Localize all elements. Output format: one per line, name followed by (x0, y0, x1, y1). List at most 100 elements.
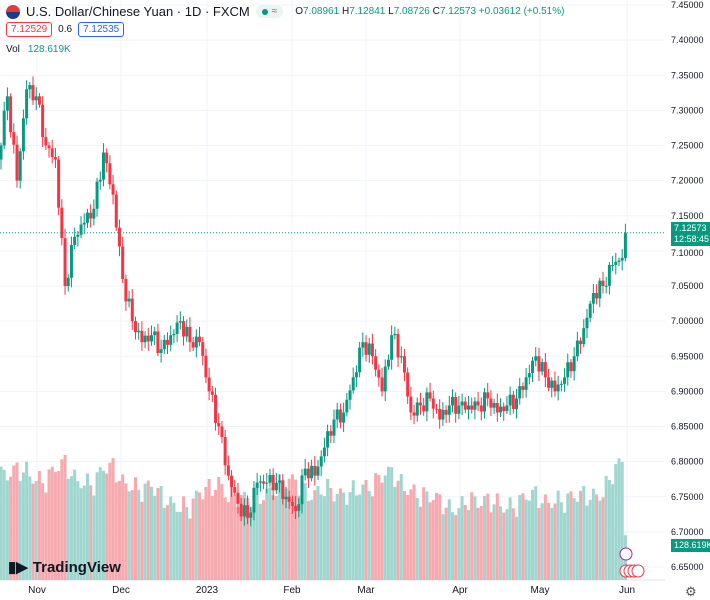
tradingview-logo[interactable]: ▮▶ TradingView (8, 558, 121, 577)
candle-body (505, 405, 509, 412)
volume-bar (226, 502, 230, 580)
volume-bar (137, 489, 141, 580)
volume-bar (220, 484, 224, 580)
us-economic-event-icon (631, 564, 645, 578)
volume-bar (614, 464, 618, 580)
candle-body (614, 261, 618, 265)
candle-body (556, 384, 560, 392)
volume-bar (217, 476, 221, 580)
candle-body (297, 504, 301, 511)
candle-body (572, 356, 576, 372)
candle-body (175, 322, 179, 334)
volume-bar (63, 455, 67, 580)
sell-button[interactable]: 7.12529 (6, 22, 53, 37)
candle-body (82, 222, 86, 225)
candle-body (294, 505, 298, 511)
candle-body (418, 402, 422, 406)
volume-bar (322, 496, 326, 580)
candle-body (201, 342, 205, 356)
volume-bar (101, 470, 105, 580)
gear-icon[interactable]: ⚙ (685, 584, 697, 599)
candle-body (130, 298, 134, 322)
candle-body (489, 398, 493, 408)
candle-body (559, 383, 563, 385)
volume-bar (114, 482, 118, 580)
volume-bar (188, 518, 192, 580)
volume-bar (483, 495, 487, 580)
candle-body (575, 340, 579, 357)
candle-body (402, 356, 406, 373)
volume-bar (383, 475, 387, 580)
candle-body (460, 401, 464, 406)
symbol-title[interactable]: U.S. Dollar/Chinese Yuan · 1D · FXCM (26, 4, 250, 19)
volume-bar (34, 481, 38, 580)
volume-bar (175, 511, 179, 580)
volume-bar (319, 494, 323, 580)
candle-body (470, 405, 474, 410)
candle-body (57, 159, 61, 208)
candle-body (34, 96, 38, 101)
candle-body (182, 321, 186, 337)
candle-body (44, 137, 48, 146)
candle-body (444, 409, 448, 415)
candle-body (226, 465, 230, 476)
candle-body (188, 326, 192, 343)
market-status[interactable]: ≈ (255, 5, 284, 18)
volume-bar (582, 485, 586, 580)
volume-bar (47, 469, 51, 580)
candle-body (370, 343, 374, 357)
candle-body (233, 487, 237, 493)
candle-body (137, 330, 141, 333)
volume-bar (345, 504, 349, 580)
candle-body (153, 331, 157, 336)
candle-body (303, 468, 307, 476)
volume-bar (53, 472, 57, 580)
candle-body (450, 397, 454, 406)
candle-body (73, 236, 77, 245)
volume-bar (547, 502, 551, 580)
volume-bar (409, 489, 413, 580)
volume-bar (492, 504, 496, 580)
volume-bar (386, 466, 390, 580)
volume-bar (563, 512, 567, 580)
volume-bar (534, 486, 538, 580)
volume-bar (5, 480, 9, 580)
volume-bar (60, 459, 64, 580)
candle-body (105, 152, 109, 164)
candle-body (178, 321, 182, 323)
volume-bar (124, 483, 128, 580)
candle-body (524, 377, 528, 390)
candle-body (367, 343, 371, 355)
y-tick-label: 7.40000 (671, 35, 704, 45)
volume-bar (444, 507, 448, 580)
volume-bar (489, 512, 493, 580)
volume-bar (127, 491, 131, 580)
candle-body (217, 422, 221, 427)
volume-bar (98, 467, 102, 580)
volume-bar (9, 476, 13, 580)
candle-body (210, 391, 214, 395)
candle-body (98, 179, 102, 182)
volume-bar (121, 474, 125, 580)
candle-body (41, 104, 45, 138)
x-tick-label: Apr (452, 585, 468, 596)
candle-body (409, 396, 413, 413)
y-tick-label: 7.30000 (671, 105, 704, 115)
volume-bar (425, 491, 429, 580)
volume-bar (335, 493, 339, 580)
candle-body (611, 264, 615, 266)
candle-body (502, 406, 506, 412)
volume-bar (428, 502, 432, 580)
candle-body (322, 447, 326, 457)
volume-bar (85, 473, 89, 580)
y-tick-label: 7.00000 (671, 316, 704, 326)
candle-body (9, 96, 13, 133)
volume-bar (159, 485, 163, 580)
volume-bar (326, 478, 330, 580)
candle-body (25, 89, 29, 119)
buy-button[interactable]: 7.12535 (78, 22, 125, 37)
candle-body (511, 394, 515, 410)
volume-bar (572, 498, 576, 580)
volume-bar (607, 479, 611, 580)
